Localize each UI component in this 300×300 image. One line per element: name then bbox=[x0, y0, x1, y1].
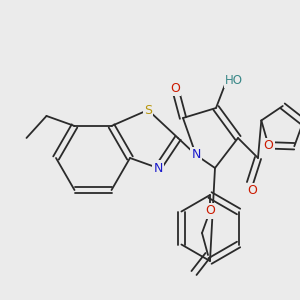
Text: O: O bbox=[170, 82, 180, 94]
Text: O: O bbox=[205, 205, 215, 218]
Text: N: N bbox=[153, 161, 163, 175]
Text: O: O bbox=[247, 184, 257, 197]
Text: S: S bbox=[144, 103, 152, 116]
Text: O: O bbox=[263, 139, 273, 152]
Text: N: N bbox=[191, 148, 201, 161]
Text: HO: HO bbox=[225, 74, 243, 86]
